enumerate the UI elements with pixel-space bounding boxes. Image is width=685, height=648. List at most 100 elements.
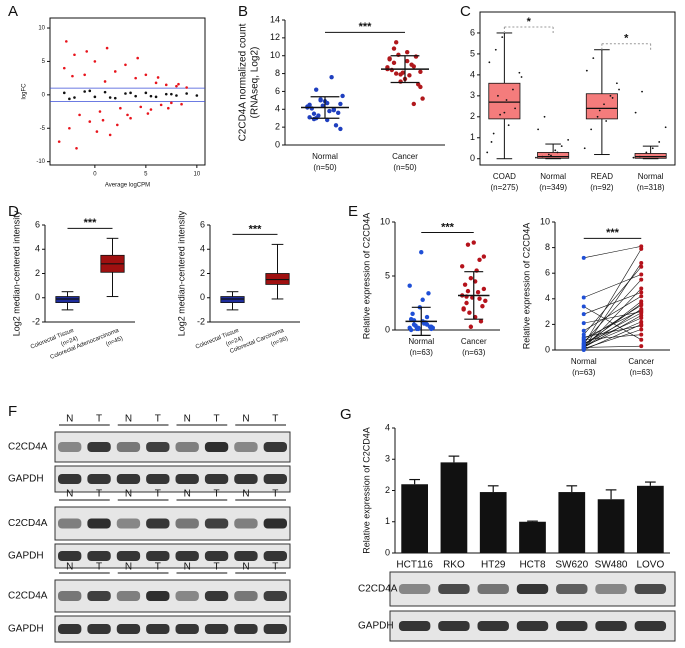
point	[154, 81, 158, 85]
point	[103, 90, 107, 94]
point	[78, 113, 81, 117]
point	[159, 103, 163, 107]
blot-band	[263, 551, 287, 561]
lane-label: N	[125, 489, 132, 500]
pair-line	[583, 274, 642, 298]
point	[156, 76, 160, 79]
pair-line	[583, 295, 642, 332]
blot-band	[116, 518, 141, 529]
point	[596, 115, 599, 118]
lane-label: N	[184, 489, 191, 500]
y-tick-label: 14	[270, 14, 280, 24]
box	[488, 82, 521, 120]
lane-label: T	[272, 489, 278, 500]
blot-band	[634, 584, 667, 594]
x-tick-label: HCT8	[519, 560, 546, 571]
point	[129, 91, 132, 95]
point	[461, 307, 466, 312]
blot-band	[58, 474, 82, 484]
x-tick-label: Normal	[312, 152, 338, 161]
point	[639, 337, 644, 342]
point	[413, 323, 418, 328]
significance-label: ***	[359, 21, 373, 33]
lane-label: N	[242, 489, 249, 500]
point	[105, 46, 109, 50]
point	[398, 72, 403, 77]
point	[398, 79, 403, 84]
point	[651, 147, 654, 150]
lane-label: N	[242, 562, 249, 573]
point	[632, 156, 635, 159]
point	[164, 92, 168, 96]
x-tick-note: (n=50)	[313, 163, 337, 172]
y-tick-label: 2	[275, 122, 280, 132]
y-tick-label: 2	[470, 111, 475, 121]
y-axis-label: (RNAseq, Log2)	[250, 47, 261, 119]
lane-label: N	[66, 562, 73, 573]
point	[641, 90, 643, 93]
point	[460, 264, 465, 269]
x-tick-note: (n=63)	[462, 348, 486, 357]
point	[185, 92, 188, 95]
blot-band	[58, 624, 82, 634]
bar	[401, 484, 428, 553]
point	[639, 294, 644, 299]
blot-band	[516, 621, 549, 631]
point	[407, 73, 412, 78]
point	[497, 94, 499, 97]
box	[634, 153, 667, 159]
y-tick-label: 10	[540, 216, 550, 226]
point	[478, 319, 484, 324]
point	[420, 96, 425, 101]
y-tick-label: 0	[200, 292, 205, 302]
y-tick-label: 5	[470, 48, 475, 58]
point	[93, 95, 97, 99]
point	[134, 76, 137, 80]
blot-band	[556, 621, 588, 631]
point	[639, 323, 644, 328]
point	[325, 100, 330, 106]
y-axis-label: logFC	[22, 83, 28, 100]
point	[113, 70, 117, 73]
lane-label: N	[125, 562, 132, 573]
point	[581, 328, 586, 333]
blot-band	[116, 551, 141, 561]
pair-line	[583, 301, 642, 347]
point	[581, 335, 586, 340]
y-tick-label: 5	[385, 270, 390, 280]
point	[71, 74, 74, 78]
lane-label: N	[184, 562, 191, 573]
point	[505, 99, 508, 101]
point	[486, 151, 489, 154]
point	[134, 94, 137, 98]
blot-band	[87, 591, 111, 601]
point	[416, 82, 421, 87]
point	[73, 53, 76, 57]
blot-band	[58, 442, 82, 452]
blot-band	[116, 624, 141, 634]
bar	[440, 462, 468, 553]
point	[405, 58, 410, 64]
bar	[558, 492, 586, 553]
point	[639, 319, 644, 324]
y-axis-label: Log2 median-centered intensity	[11, 210, 21, 336]
point	[411, 101, 416, 107]
point	[420, 297, 425, 302]
blot-band	[116, 591, 141, 601]
point	[180, 102, 183, 106]
point	[424, 322, 430, 327]
point	[581, 321, 586, 326]
y-tick-label: 10	[380, 216, 390, 226]
plot-frame	[49, 17, 206, 166]
panel-letter: C	[460, 3, 471, 20]
significance-label: ***	[441, 221, 455, 233]
point	[480, 304, 485, 309]
point	[154, 95, 158, 99]
x-tick-note: (n=63)	[630, 368, 654, 377]
point	[556, 151, 559, 154]
lane-label: T	[96, 489, 102, 500]
point	[581, 342, 586, 347]
point	[481, 254, 487, 259]
point	[639, 310, 644, 315]
x-tick-label: RKO	[443, 560, 465, 571]
